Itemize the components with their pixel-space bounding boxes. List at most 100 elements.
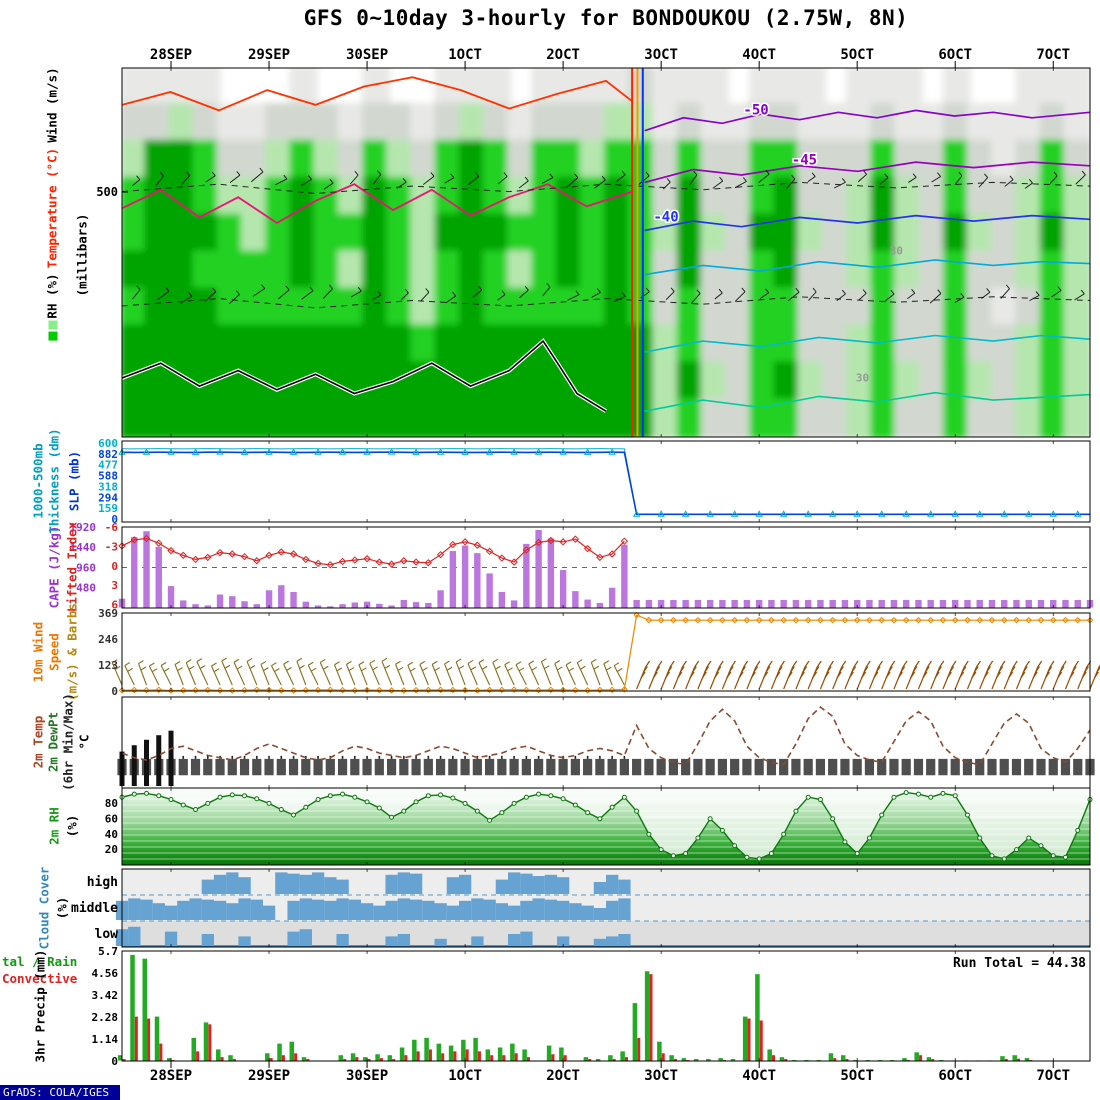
label-10m-wind: 10m Wind — [30, 621, 46, 683]
svg-text:960: 960 — [76, 561, 96, 574]
svg-text:30SEP: 30SEP — [346, 47, 388, 63]
svg-text:369: 369 — [98, 607, 118, 620]
svg-text:1OCT: 1OCT — [448, 1068, 482, 1084]
svg-text:20: 20 — [105, 843, 118, 856]
svg-text:30: 30 — [856, 372, 869, 385]
upper-wind-barbs — [131, 167, 1086, 304]
svg-text:-6: -6 — [105, 521, 119, 534]
svg-text:4OCT: 4OCT — [742, 1068, 776, 1084]
cloud-panel — [115, 869, 1090, 947]
svg-text:1OCT: 1OCT — [448, 47, 482, 63]
svg-text:-45: -45 — [792, 152, 817, 168]
svg-text:3: 3 — [111, 579, 118, 592]
svg-text:29SEP: 29SEP — [248, 47, 290, 63]
label-convective: Convective — [2, 971, 78, 986]
svg-text:-3: -3 — [105, 540, 118, 553]
label-lifted-index: Lifted Index — [64, 521, 80, 613]
label-slp: SLP (mb) — [66, 450, 82, 512]
temperature-contours — [122, 76, 1090, 413]
wind10m-panel — [111, 611, 1100, 694]
label-rh: RH (%) — [44, 273, 60, 341]
svg-text:0: 0 — [111, 1055, 118, 1068]
cloud-blocks — [115, 872, 631, 946]
cape-bars — [118, 529, 1094, 608]
svg-text:6OCT: 6OCT — [938, 1068, 972, 1084]
svg-text:29SEP: 29SEP — [248, 1068, 290, 1084]
label-thickness-2: Thickness (dm) — [46, 428, 62, 534]
grads-credit: GrADS: COLA/IGES — [0, 1085, 120, 1100]
temp2m-panel — [117, 706, 1095, 786]
svg-text:0: 0 — [111, 513, 118, 526]
label-thickness-1: 1000-500mb — [30, 443, 46, 519]
label-2m-rh-pct: (%) — [64, 814, 80, 838]
svg-text:1.14: 1.14 — [92, 1033, 119, 1046]
svg-text:2OCT: 2OCT — [546, 47, 580, 63]
label-millibars: (millibars) — [74, 213, 90, 297]
precip-panel — [118, 954, 1033, 1061]
upper-air-panel: -50 -45 -40 30 30 — [122, 68, 1090, 437]
svg-text:159: 159 — [98, 502, 118, 515]
chart-title: GFS 0~10day 3-hourly for BONDOUKOU (2.75… — [303, 6, 909, 30]
svg-text:low: low — [95, 927, 119, 942]
label-2m-dewpt: 2m DewPt — [45, 711, 61, 773]
axis-tick-labels: 5006004773181598825882940-6-303619201440… — [70, 185, 128, 1068]
cape-li-panel — [118, 529, 1094, 608]
svg-text:4OCT: 4OCT — [742, 47, 776, 63]
temp-2m-line — [121, 706, 1091, 766]
svg-text:7OCT: 7OCT — [1036, 1068, 1070, 1084]
label-2m-temp: 2m Temp — [30, 715, 46, 769]
svg-text:-50: -50 — [743, 102, 768, 118]
svg-text:246: 246 — [98, 633, 118, 646]
svg-text:123: 123 — [98, 659, 118, 672]
svg-text:7OCT: 7OCT — [1036, 47, 1070, 63]
svg-text:40: 40 — [105, 828, 118, 841]
label-total-rain: tal / Rain — [2, 954, 78, 969]
svg-text:28SEP: 28SEP — [150, 1068, 192, 1084]
svg-text:6: 6 — [111, 599, 118, 612]
rh2m-panel — [119, 788, 1093, 865]
slp-thickness-panel — [118, 448, 1090, 517]
svg-text:3OCT: 3OCT — [644, 1068, 678, 1084]
run-total: Run Total = 44.38 — [952, 956, 1086, 971]
dewpoint-band — [117, 730, 1095, 786]
label-wind-units: Wind (m/s) — [44, 67, 60, 143]
svg-text:60: 60 — [105, 812, 118, 825]
label-3hr-precip: 3hr Precip (mm) — [32, 949, 48, 1063]
svg-text:294: 294 — [98, 491, 118, 504]
thickness-line — [121, 448, 1090, 515]
svg-text:477: 477 — [98, 459, 118, 472]
label-degc: °C — [76, 734, 92, 750]
rh-shade-swatch-light — [48, 320, 58, 330]
rh-shade-swatch-dark — [48, 331, 58, 341]
surface-wind-barbs — [111, 657, 1100, 690]
label-2m-rh: 2m RH — [46, 807, 62, 845]
svg-text:588: 588 — [98, 470, 118, 483]
svg-text:5OCT: 5OCT — [840, 47, 874, 63]
svg-text:480: 480 — [76, 582, 96, 595]
svg-text:high: high — [87, 875, 118, 890]
svg-text:5.7: 5.7 — [98, 945, 118, 958]
svg-text:3OCT: 3OCT — [644, 47, 678, 63]
svg-text:3.42: 3.42 — [92, 989, 119, 1002]
label-rh-text: RH (%) — [44, 273, 60, 319]
svg-text:2OCT: 2OCT — [546, 1068, 580, 1084]
label-cloud-cover: Cloud Cover — [36, 866, 52, 950]
svg-text:1440: 1440 — [70, 541, 97, 554]
panel-borders — [121, 67, 1091, 1062]
svg-text:5OCT: 5OCT — [840, 1068, 874, 1084]
label-cape: CAPE (J/kg) — [46, 525, 62, 609]
svg-text:318: 318 — [98, 480, 118, 493]
label-temperature: Temperature (°C) — [44, 147, 60, 269]
svg-text:30SEP: 30SEP — [346, 1068, 388, 1084]
discontinuity-lines — [631, 68, 644, 437]
svg-text:-40: -40 — [653, 209, 678, 225]
svg-text:2.28: 2.28 — [92, 1011, 119, 1024]
svg-text:80: 80 — [105, 797, 118, 810]
svg-text:1920: 1920 — [70, 521, 97, 534]
svg-text:4.56: 4.56 — [92, 967, 119, 980]
svg-text:882: 882 — [98, 448, 118, 461]
svg-text:28SEP: 28SEP — [150, 47, 192, 63]
svg-text:500: 500 — [96, 185, 118, 199]
